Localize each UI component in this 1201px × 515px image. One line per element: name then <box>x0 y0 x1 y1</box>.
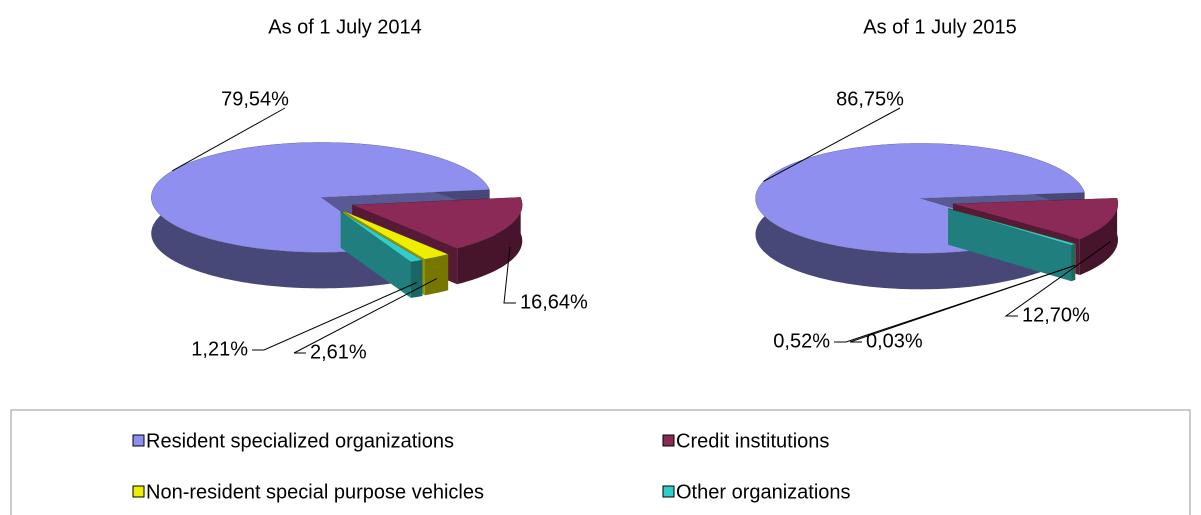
data-label: 2,61% <box>310 341 367 363</box>
slice-side <box>340 211 411 298</box>
slice <box>343 210 449 260</box>
data-label: 79,54% <box>221 88 289 110</box>
leader-line <box>1004 240 1112 317</box>
legend-swatch <box>662 485 675 498</box>
leader-line <box>763 107 901 182</box>
slice <box>352 197 523 249</box>
leader-line <box>834 265 1074 343</box>
leader-line <box>252 282 417 351</box>
data-label: 1,21% <box>191 338 248 360</box>
legend-swatch <box>132 485 145 498</box>
slice <box>952 197 1119 240</box>
legend-label: Resident specialized organizations <box>146 430 454 452</box>
legend-label: Other organizations <box>676 481 851 503</box>
legend-label: Non-resident special purpose vehicles <box>146 481 484 503</box>
slice-wall <box>424 254 449 296</box>
data-label: 12,70% <box>1022 304 1090 326</box>
legend-box <box>10 409 1191 515</box>
data-label: 0,52% <box>773 330 830 352</box>
slice-wall <box>410 260 423 298</box>
slice <box>340 211 424 263</box>
chart-title: As of 1 July 2014 <box>268 16 421 38</box>
legend-swatch <box>662 434 675 447</box>
slice <box>948 208 1077 244</box>
data-label: 0,03% <box>866 330 923 352</box>
leader-line <box>503 247 516 304</box>
data-label: 16,64% <box>520 291 588 313</box>
slice-wall <box>1071 243 1075 282</box>
chart-title: As of 1 July 2015 <box>863 16 1016 38</box>
data-label: 86,75% <box>836 88 904 110</box>
leader-line <box>172 107 286 172</box>
leader-line <box>293 278 438 354</box>
slice-wall <box>457 197 523 285</box>
slice-side <box>948 208 1072 282</box>
legend-swatch <box>132 434 145 447</box>
slice-wall <box>1079 198 1118 275</box>
legend-label: Credit institutions <box>676 430 829 452</box>
slice <box>948 208 1076 246</box>
